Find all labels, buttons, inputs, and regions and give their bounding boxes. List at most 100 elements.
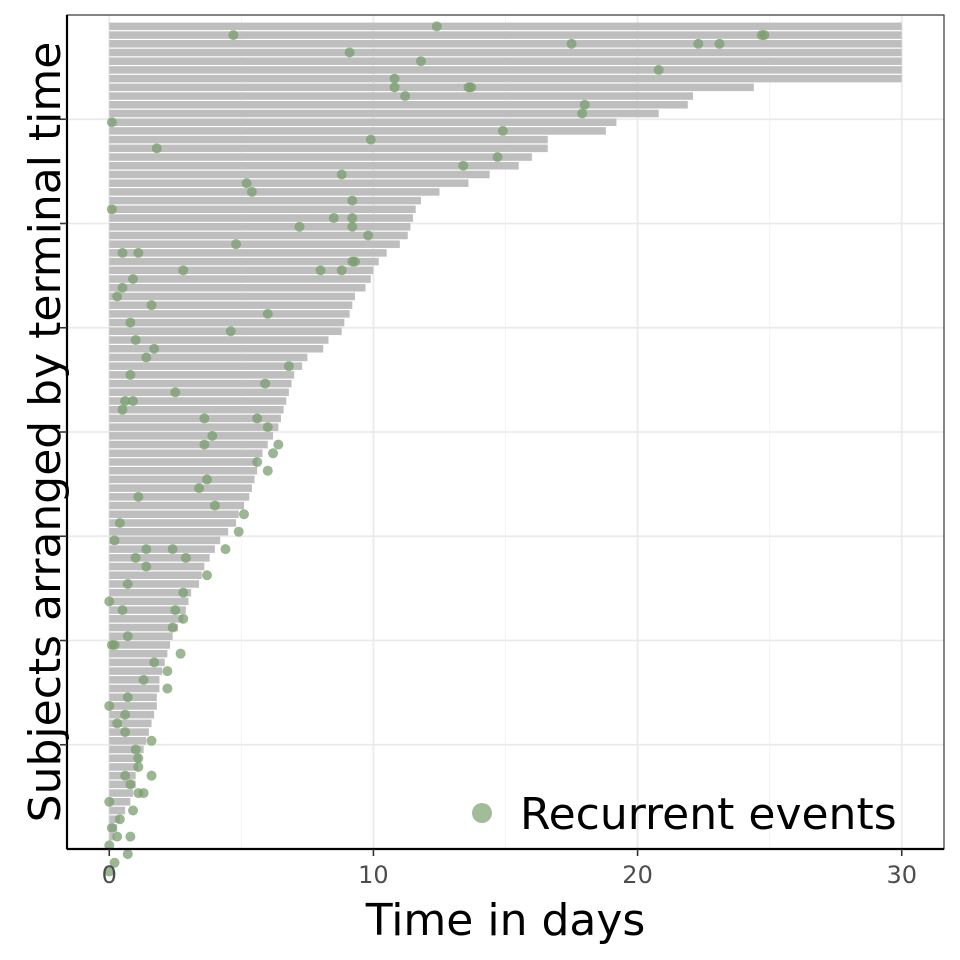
subject-bar — [109, 336, 329, 344]
subject-bar — [109, 754, 141, 762]
subject-bar — [109, 275, 371, 283]
subject-bar — [109, 527, 229, 536]
recurrent-event-point — [233, 526, 244, 537]
recurrent-event-point — [336, 169, 347, 180]
recurrent-event-point — [167, 544, 178, 555]
recurrent-event-point — [180, 552, 191, 563]
subject-bar — [109, 815, 120, 823]
recurrent-event-point — [315, 265, 326, 276]
subject-bar — [109, 702, 157, 710]
recurrent-event-point — [117, 404, 128, 415]
subject-bar — [109, 449, 263, 458]
subject-bar — [109, 240, 400, 248]
subject-bar — [109, 832, 115, 841]
recurrent-event-point — [220, 544, 231, 555]
subject-bar — [109, 188, 440, 196]
subject-bar — [109, 74, 902, 83]
recurrent-event-point — [178, 613, 189, 624]
subject-bar — [109, 580, 200, 588]
recurrent-event-point — [122, 849, 133, 860]
recurrent-event-point — [120, 709, 131, 720]
recurrent-event-point — [714, 38, 725, 49]
recurrent-event-point — [202, 474, 213, 485]
subject-bar — [109, 667, 163, 675]
recurrent-event-point — [431, 21, 442, 32]
recurrent-event-point — [125, 317, 136, 328]
recurrent-event-point — [122, 692, 133, 703]
recurrent-event-point — [120, 770, 131, 781]
recurrent-event-point — [170, 605, 181, 616]
recurrent-event-point — [238, 509, 249, 520]
subject-bar — [109, 676, 160, 684]
subject-bar — [109, 127, 606, 135]
subject-bar — [109, 353, 308, 362]
x-tick-label: 10 — [358, 861, 389, 889]
recurrent-event-point — [347, 213, 358, 224]
subject-bar — [109, 327, 342, 336]
recurrent-event-point — [400, 91, 411, 102]
recurrent-event-point — [104, 796, 115, 807]
recurrent-event-point — [492, 152, 503, 163]
subject-bar — [109, 371, 295, 379]
recurrent-event-point — [146, 770, 157, 781]
recurrent-event-point — [146, 300, 157, 311]
recurrent-event-point — [114, 517, 125, 528]
subject-bar — [109, 597, 189, 606]
recurrent-event-point — [120, 727, 131, 738]
recurrent-event-point — [128, 396, 139, 407]
recurrent-event-point — [109, 857, 120, 868]
subject-bar — [109, 588, 192, 597]
recurrent-event-point — [104, 700, 115, 711]
subject-bar — [109, 493, 250, 501]
subject-bar — [109, 66, 902, 74]
recurrent-event-point — [246, 186, 257, 197]
subject-bar — [109, 222, 411, 231]
subject-bar — [109, 405, 284, 414]
subject-bar — [109, 266, 374, 275]
subject-bar — [109, 318, 345, 327]
subject-bar — [109, 432, 274, 440]
subject-bar — [109, 606, 186, 614]
recurrent-event-point — [133, 247, 144, 258]
subject-bars — [109, 22, 902, 841]
subject-bar — [109, 641, 171, 649]
subject-bar — [109, 519, 237, 527]
recurrent-event-point — [363, 230, 374, 241]
recurrent-event-point — [347, 195, 358, 206]
recurrent-event-point — [207, 430, 218, 441]
recurrent-event-point — [106, 204, 117, 215]
recurrent-event-point — [344, 47, 355, 58]
legend: Recurrent events — [472, 789, 897, 840]
recurrent-event-point — [756, 30, 767, 41]
recurrent-event-point — [349, 256, 360, 267]
recurrent-event-point — [497, 125, 508, 136]
subject-bar — [109, 40, 902, 48]
subject-bar — [109, 632, 173, 641]
subject-bar — [109, 397, 287, 405]
subject-bar — [109, 475, 255, 484]
x-tick-label: 20 — [622, 861, 653, 889]
x-axis-ticks: 0 10 20 30 — [102, 849, 917, 889]
recurrent-event-point — [566, 38, 577, 49]
recurrent-event-point — [273, 439, 284, 450]
subject-bar — [109, 484, 252, 492]
recurrent-event-point — [294, 221, 305, 232]
recurrent-event-point — [458, 160, 469, 171]
subject-bar — [109, 170, 490, 179]
recurrent-event-point — [130, 552, 141, 563]
subject-bar — [109, 379, 292, 388]
subject-bar — [109, 510, 239, 519]
recurrent-event-point — [167, 622, 178, 633]
recurrent-event-point — [178, 587, 189, 598]
recurrent-event-point — [389, 82, 400, 93]
recurrent-event-point — [199, 439, 210, 450]
recurrent-event-point — [125, 779, 136, 790]
subject-bar — [109, 649, 168, 658]
subject-bar — [109, 789, 134, 797]
recurrent-event-point — [162, 666, 173, 677]
recurrent-event-point — [162, 683, 173, 694]
recurrent-event-point — [347, 221, 358, 232]
x-tick-label: 30 — [886, 861, 917, 889]
recurrent-event-point — [104, 840, 115, 851]
recurrent-event-point — [109, 535, 120, 546]
